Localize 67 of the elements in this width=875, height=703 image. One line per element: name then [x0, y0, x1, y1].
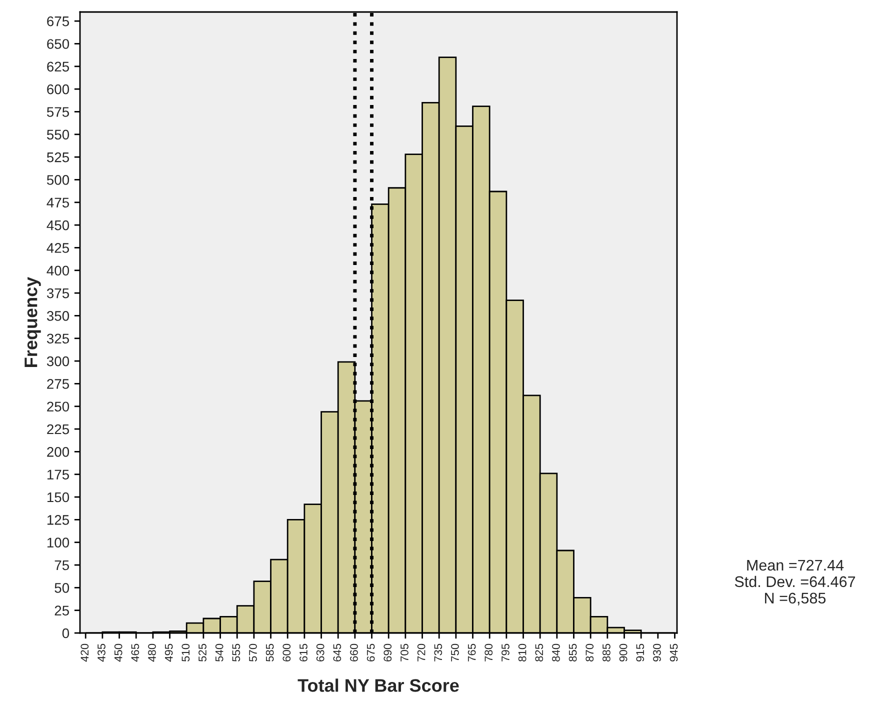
- y-tick-label: 250: [47, 402, 70, 412]
- y-tick-label: 175: [47, 470, 70, 480]
- x-tick-label: 480: [148, 644, 156, 662]
- x-tick-label: 675: [366, 644, 375, 662]
- y-tick-label: 600: [47, 84, 70, 94]
- x-tick-label: 495: [164, 644, 173, 662]
- y-tick-label: 500: [46, 175, 70, 185]
- y-tick-label: 300: [46, 356, 70, 366]
- x-tick-label: 600: [282, 644, 291, 662]
- x-tick-label: 885: [602, 644, 610, 662]
- x-tick-label: 915: [636, 644, 644, 662]
- y-tick-label: 225: [47, 424, 70, 434]
- x-tick-label: 825: [535, 644, 544, 662]
- x-tick-label: 450: [114, 644, 122, 662]
- x-tick-label: 780: [484, 644, 493, 662]
- y-tick-label: 150: [47, 492, 70, 502]
- x-tick-label: 690: [384, 644, 392, 662]
- y-tick-label: 575: [46, 107, 70, 117]
- y-tick-label: 200: [47, 447, 70, 457]
- y-tick-label: 400: [46, 266, 70, 276]
- y-tick-label: 25: [54, 606, 70, 616]
- y-tick-label: 550: [46, 130, 70, 140]
- x-tick-label: 765: [468, 644, 476, 662]
- x-tick-label: 555: [232, 644, 240, 662]
- x-tick-label: 585: [266, 644, 274, 662]
- x-tick-label: 435: [98, 644, 106, 662]
- x-tick-label: 660: [350, 644, 358, 662]
- y-tick-label: 50: [54, 583, 70, 593]
- x-tick-label: 570: [249, 644, 257, 662]
- x-tick-label: 645: [333, 644, 342, 662]
- x-tick-label: 420: [80, 644, 89, 662]
- x-tick-label: 840: [552, 644, 560, 662]
- x-tick-label: 945: [670, 644, 678, 662]
- x-tick-label: 540: [215, 644, 224, 662]
- y-tick-label: 0: [62, 628, 70, 638]
- y-tick-label: 75: [54, 560, 70, 570]
- x-tick-label: 465: [131, 644, 140, 662]
- y-tick-label: 100: [47, 538, 70, 548]
- x-tick-label: 615: [300, 644, 308, 662]
- x-tick-label: 525: [198, 644, 206, 662]
- y-tick-label: 650: [47, 39, 70, 49]
- y-axis-title: Frequency: [24, 276, 41, 367]
- y-tick-label: 125: [47, 515, 70, 525]
- x-tick-label: 735: [434, 644, 442, 662]
- y-tick-label: 325: [46, 334, 70, 344]
- x-axis-title: Total NY Bar Score: [298, 678, 459, 692]
- text: Mean =727.44 Std. Dev. =64.467 N =6,585: [734, 560, 856, 606]
- x-tick-label: 750: [451, 644, 459, 662]
- x-tick-label: 930: [653, 644, 661, 662]
- x-tick-label: 510: [182, 644, 190, 662]
- y-tick-label: 375: [46, 288, 70, 298]
- y-tick-label: 675: [47, 16, 70, 26]
- y-tick-label: 350: [46, 311, 70, 321]
- x-tick-label: 900: [619, 644, 628, 662]
- x-tick-label: 720: [417, 644, 426, 662]
- x-tick-label: 810: [518, 644, 526, 662]
- x-tick-label: 855: [568, 644, 577, 662]
- y-tick-label: 425: [46, 243, 70, 253]
- x-tick-label: 630: [316, 644, 324, 662]
- x-tick-label: 705: [400, 644, 408, 662]
- x-tick-label: 870: [586, 644, 594, 662]
- y-tick-label: 525: [46, 152, 70, 162]
- x-tick-label: 795: [502, 644, 510, 662]
- y-tick-label: 625: [47, 62, 70, 72]
- y-tick-label: 450: [46, 220, 70, 230]
- y-tick-label: 275: [47, 379, 70, 389]
- y-tick-label: 475: [46, 198, 70, 208]
